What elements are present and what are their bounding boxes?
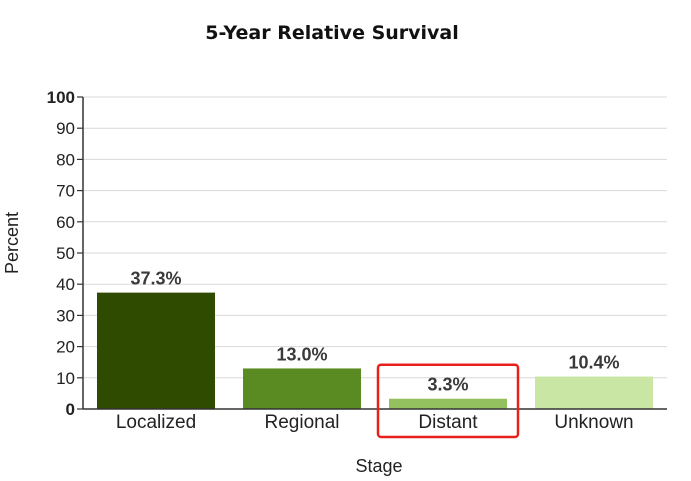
bar-regional [243,368,361,409]
category-label-distant: Distant [418,412,478,433]
data-label-localized: 37.3% [130,269,181,289]
x-axis-categories: Localized Regional Distant Unknown [116,412,634,433]
data-labels: 37.3% 13.0% 3.3% 10.4% [130,269,619,395]
y-tick-label: 60 [56,213,75,232]
data-label-unknown: 10.4% [568,353,619,373]
y-tick-label: 100 [47,88,75,107]
category-label-regional: Regional [265,412,340,433]
y-tick-label: 10 [56,369,75,388]
y-tick-label: 30 [56,306,75,325]
y-tick-label: 90 [56,119,75,138]
y-axis-title: Percent [2,212,22,274]
category-label-unknown: Unknown [554,412,633,433]
y-tick-label: 40 [56,275,75,294]
bars [97,292,653,409]
y-tick-label: 70 [56,182,75,201]
highlight-box [376,363,520,439]
chart-title: 5-Year Relative Survival [205,22,459,44]
y-tick-label: 80 [56,150,75,169]
bar-localized [97,292,215,409]
y-tick-label: 50 [56,244,75,263]
bar-unknown [535,376,653,409]
category-label-localized: Localized [116,412,196,433]
data-label-distant: 3.3% [427,375,468,395]
y-axis-ticks: 0 10 20 30 40 50 60 70 80 90 100 [47,88,83,419]
bar-distant [389,398,507,409]
x-axis-title: Stage [355,456,402,476]
y-tick-label: 20 [56,338,75,357]
data-label-regional: 13.0% [276,344,327,364]
y-tick-label: 0 [66,400,75,419]
